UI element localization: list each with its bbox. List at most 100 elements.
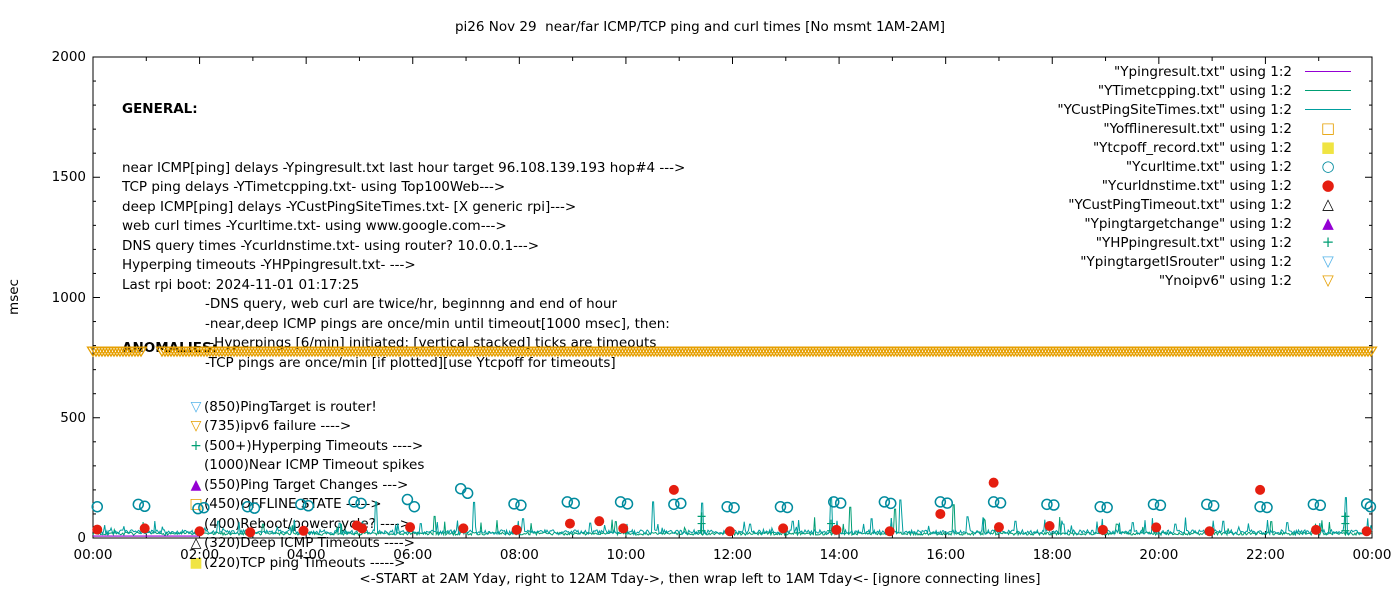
- noipv6-triangle-mark: [935, 346, 949, 358]
- curl-time-circle: [454, 482, 467, 495]
- legend-label: "Yofflineresult.txt" using 1:2: [1103, 120, 1292, 137]
- noipv6-triangle-mark: [962, 346, 976, 358]
- noipv6-triangle-mark: [1034, 346, 1048, 358]
- noipv6-triangle-mark: [1277, 346, 1291, 358]
- noipv6-triangle-mark: [944, 346, 958, 358]
- legend-entry: "YHPpingresult.txt" using 1:2 +: [1057, 233, 1356, 252]
- legend-entry: "YCustPingSiteTimes.txt" using 1:2: [1057, 100, 1356, 119]
- noipv6-triangle-mark: [1025, 346, 1039, 358]
- curl-time-circle: [878, 496, 891, 508]
- noipv6-triangle-mark: [1283, 346, 1297, 358]
- noipv6-triangle-mark: [812, 346, 826, 358]
- noipv6-triangle-mark: [974, 346, 988, 358]
- noipv6-triangle-mark: [992, 346, 1006, 358]
- curl-time-circle: [1101, 501, 1113, 514]
- noipv6-triangle-mark: [926, 346, 940, 358]
- x-tick-label: 06:00: [393, 547, 433, 563]
- dns-time-circle: [724, 526, 735, 537]
- noipv6-triangle-mark: [1316, 346, 1330, 358]
- noipv6-triangle-mark: [815, 346, 829, 358]
- curl-time-circle: [1041, 498, 1053, 511]
- noipv6-triangle-mark: [1016, 346, 1030, 358]
- noipv6-triangle-mark: [983, 346, 997, 358]
- hyperping-plus-mark: [1341, 512, 1350, 521]
- noipv6-triangle-mark: [782, 346, 796, 358]
- curl-time-circle: [828, 496, 840, 508]
- noipv6-triangle-mark: [110, 346, 124, 358]
- anomaly-item: ■(220)TCP ping Timeouts ----->: [188, 554, 424, 574]
- noipv6-triangle-mark: [1076, 346, 1090, 358]
- legend-sample-circle-filled-icon: ●: [1321, 176, 1335, 194]
- dns-time-circle: [1204, 526, 1215, 537]
- x-tick-label: 20:00: [1139, 547, 1179, 563]
- curl-time-circle: [1360, 498, 1373, 510]
- noipv6-triangle-mark: [737, 346, 751, 358]
- noipv6-triangle-mark: [791, 346, 805, 358]
- noipv6-triangle-mark: [986, 346, 1000, 358]
- anomaly-item: ▲ (550)Ping Target Changes --->: [188, 476, 424, 496]
- legend-entry: "Ycurldnstime.txt" using 1:2 ●: [1057, 176, 1356, 195]
- curl-time-circle: [721, 500, 733, 513]
- noipv6-triangle-mark: [1202, 346, 1216, 358]
- curl-time-circle: [461, 487, 474, 500]
- dns-time-circle: [1097, 524, 1108, 535]
- noipv6-triangle-mark: [104, 346, 118, 358]
- curl-time-circle: [568, 497, 580, 510]
- noipv6-triangle-mark: [1364, 346, 1378, 358]
- noipv6-triangle-mark: [755, 346, 769, 358]
- noipv6-triangle-mark: [764, 346, 778, 358]
- anomaly-label: (850)PingTarget is router!: [204, 398, 377, 415]
- noipv6-triangle-mark: [1310, 346, 1324, 358]
- dns-time-circle: [1361, 526, 1372, 537]
- noipv6-triangle-mark: [686, 346, 700, 358]
- curl-time-circle: [1314, 499, 1327, 512]
- noipv6-triangle-mark: [1052, 346, 1066, 358]
- noipv6-triangle-mark: [1172, 346, 1186, 358]
- noipv6-triangle-mark: [95, 346, 109, 358]
- noipv6-triangle-mark: [101, 346, 115, 358]
- curl-time-circle: [1154, 499, 1167, 512]
- noipv6-triangle-mark: [1073, 346, 1087, 358]
- x-tick-label: 22:00: [1245, 547, 1285, 563]
- anomaly-label: (735)ipv6 failure ---->: [204, 418, 352, 434]
- curl-time-circle: [728, 501, 740, 514]
- noipv6-triangle-mark: [1118, 346, 1132, 358]
- noipv6-triangle-mark: [836, 346, 850, 358]
- noipv6-triangle-mark: [1265, 346, 1279, 358]
- noipv6-triangle-mark: [989, 346, 1003, 358]
- legend-label: "YHPpingresult.txt" using 1:2: [1095, 234, 1292, 251]
- noipv6-triangle-mark: [1361, 346, 1375, 358]
- noipv6-triangle-mark: [1322, 346, 1336, 358]
- noipv6-triangle-mark: [1031, 346, 1045, 358]
- noipv6-triangle-mark: [848, 346, 862, 358]
- x-tick-label: 10:00: [606, 547, 646, 563]
- noipv6-triangle-mark: [1049, 346, 1063, 358]
- noipv6-triangle-mark: [938, 346, 952, 358]
- noipv6-triangle-mark: [1145, 346, 1159, 358]
- noipv6-triangle-mark: [1358, 346, 1372, 358]
- noipv6-triangle-mark: [839, 346, 853, 358]
- noipv6-triangle-mark: [1148, 346, 1162, 358]
- noipv6-triangle-mark: [1133, 346, 1147, 358]
- noipv6-triangle-mark: [1163, 346, 1177, 358]
- noipv6-triangle-mark: [902, 346, 916, 358]
- x-tick-label: 12:00: [713, 547, 752, 563]
- dns-time-circle: [1255, 484, 1266, 495]
- noipv6-triangle-mark: [875, 346, 889, 358]
- dns-time-circle: [993, 522, 1004, 533]
- noipv6-triangle-mark: [1010, 346, 1024, 358]
- anomaly-label: (550)Ping Target Changes --->: [204, 476, 409, 493]
- noipv6-triangle-mark: [719, 346, 733, 358]
- noipv6-triangle-mark: [1244, 346, 1258, 358]
- noipv6-triangle-mark: [1199, 346, 1213, 358]
- hyperping-plus-mark: [827, 519, 836, 528]
- noipv6-triangle-mark: [1196, 346, 1210, 358]
- noipv6-triangle-mark: [1295, 346, 1309, 358]
- anomaly-marker-icon: +: [190, 437, 202, 454]
- noipv6-triangle-mark: [1100, 346, 1114, 358]
- noipv6-triangle-mark: [1064, 346, 1078, 358]
- legend-entry: "YpingtargetISrouter" using 1:2 ▽: [1057, 252, 1356, 271]
- noipv6-triangle-mark: [1250, 346, 1264, 358]
- anomaly-marker-icon: □: [189, 496, 203, 512]
- dns-time-circle: [564, 518, 575, 529]
